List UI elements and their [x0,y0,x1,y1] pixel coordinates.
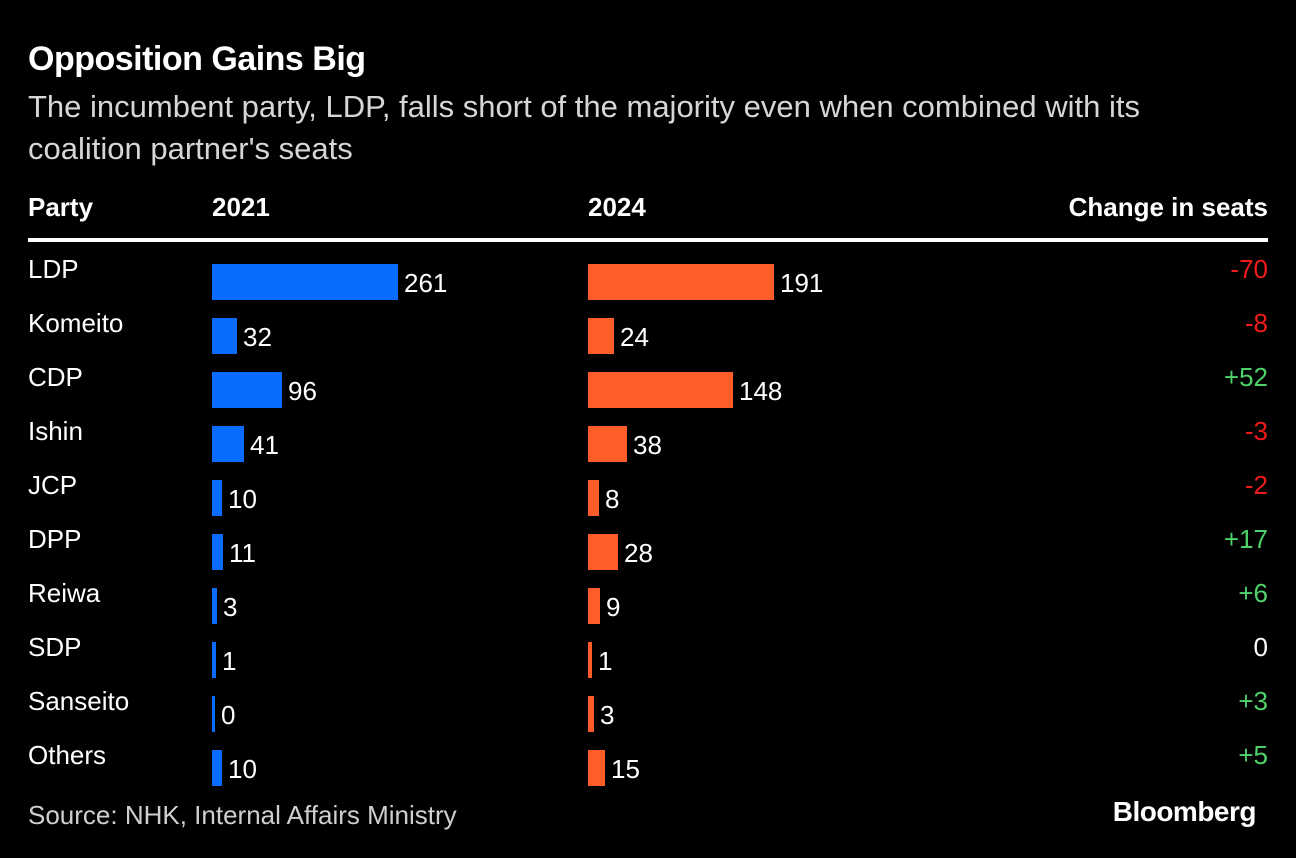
table-row: JCP 10 8 -2 [0,470,1296,524]
bar-2021 [212,696,215,732]
value-label-2024: 148 [739,376,783,406]
party-label: Ishin [28,416,83,446]
party-label: Sanseito [28,686,130,716]
header-2024: 2024 [588,192,646,222]
value-label-2021: 32 [243,322,272,352]
change-value: +6 [1238,578,1268,608]
bar-2024 [588,642,592,678]
bar-2024 [588,372,733,408]
value-label-2021: 3 [223,592,238,622]
header-rule [28,238,1268,242]
table-row: CDP 96 148 +52 [0,362,1296,416]
party-label: DPP [28,524,82,554]
bar-2021 [212,750,222,786]
bar-2024 [588,318,614,354]
value-label-2021: 41 [250,430,279,460]
bar-2024 [588,426,627,462]
bar-2021 [212,534,223,570]
table-row: Others 10 15 +5 [0,740,1296,794]
header-change: Change in seats [1068,192,1268,222]
bar-2024 [588,750,605,786]
header-2021: 2021 [212,192,270,222]
bar-2024 [588,480,599,516]
change-value: -2 [1244,470,1268,500]
value-label-2021: 10 [228,754,257,784]
bar-2021 [212,318,237,354]
bar-2024 [588,696,594,732]
change-value: -3 [1244,416,1268,446]
bar-2024 [588,264,774,300]
value-label-2024: 8 [605,484,620,514]
table-row: SDP 1 1 0 [0,632,1296,686]
change-value: 0 [1253,632,1268,662]
change-value: +52 [1223,362,1268,392]
bar-2021 [212,480,222,516]
change-value: +3 [1238,686,1268,716]
value-label-2024: 38 [633,430,662,460]
chart-subtitle: The incumbent party, LDP, falls short of… [28,89,1140,166]
party-label: Others [28,740,107,770]
party-label: Reiwa [28,578,101,608]
value-label-2021: 10 [228,484,257,514]
value-label-2021: 96 [288,376,317,406]
change-value: +5 [1238,740,1268,770]
value-label-2021: 0 [221,700,236,730]
table-row: DPP 11 28 +17 [0,524,1296,578]
bar-2021 [212,588,217,624]
bar-2024 [588,588,600,624]
chart-title: Opposition Gains Big [28,40,366,78]
value-label-2021: 1 [222,646,237,676]
change-value: -70 [1230,254,1268,284]
change-value: +17 [1223,524,1268,554]
value-label-2021: 11 [229,538,256,568]
party-label: JCP [28,470,78,500]
table-row: Komeito 32 24 -8 [0,308,1296,362]
party-label: SDP [28,632,82,662]
table-row: Reiwa 3 9 +6 [0,578,1296,632]
value-label-2024: 15 [611,754,640,784]
change-value: -8 [1244,308,1268,338]
table-row: Ishin 41 38 -3 [0,416,1296,470]
value-label-2024: 24 [620,322,649,352]
header-party: Party [28,192,94,222]
value-label-2024: 9 [606,592,621,622]
value-label-2024: 28 [624,538,653,568]
value-label-2024: 1 [598,646,613,676]
bar-2024 [588,534,618,570]
brand-logo: Bloomberg [1112,796,1257,827]
value-label-2024: 3 [600,700,615,730]
table-row: LDP 261 191 -70 [0,254,1296,308]
value-label-2021: 261 [404,268,448,298]
table-row: Sanseito 0 3 +3 [0,686,1296,740]
value-label-2024: 191 [780,268,824,298]
bar-2021 [212,642,216,678]
party-label: LDP [28,254,79,284]
party-label: CDP [28,362,83,392]
bar-2021 [212,372,282,408]
bar-2021 [212,426,244,462]
party-label: Komeito [28,308,124,338]
source-note: Source: NHK, Internal Affairs Ministry [28,800,457,830]
bar-2021 [212,264,398,300]
